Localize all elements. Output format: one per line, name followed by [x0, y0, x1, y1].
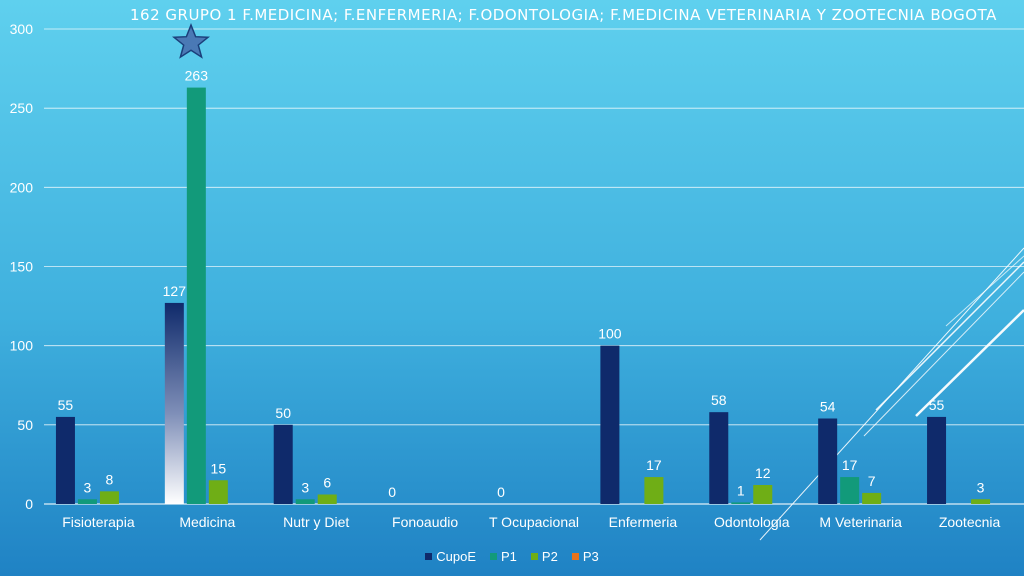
bar-p1-6	[731, 502, 751, 504]
data-label: 3	[977, 479, 985, 495]
bar-p2-6	[753, 485, 773, 504]
legend-label: P3	[582, 549, 599, 564]
legend-label: P1	[501, 549, 517, 564]
x-tick-label: Nutr y Diet	[283, 514, 349, 530]
y-tick-label: 200	[10, 179, 34, 195]
data-label: 58	[711, 392, 727, 408]
data-label: 1	[737, 482, 745, 498]
data-label: 50	[275, 405, 291, 421]
y-tick-label: 300	[10, 21, 34, 37]
data-label: 263	[185, 68, 209, 84]
data-label: 17	[842, 457, 858, 473]
bar-cupoe-5	[600, 345, 620, 504]
legend-label: CupoE	[436, 549, 477, 564]
bar-p2-1	[208, 480, 228, 504]
bar-cupoe-1	[164, 302, 184, 504]
legend-item-cupoe: CupoE	[425, 549, 476, 564]
legend-swatch	[530, 553, 538, 560]
bar-p2-7	[862, 492, 882, 504]
x-tick-label: Fonoaudio	[392, 514, 458, 530]
data-label: 15	[211, 460, 227, 476]
data-label: 100	[598, 326, 622, 342]
y-tick-label: 50	[17, 417, 33, 433]
data-label: 127	[163, 283, 187, 299]
data-label: 0	[497, 484, 505, 500]
decorative-lines	[759, 247, 1024, 541]
data-label: 55	[58, 397, 74, 413]
bar-cupoe-8	[927, 416, 947, 504]
y-tick-label: 250	[10, 100, 34, 116]
bar-p2-2	[317, 494, 337, 504]
legend-item-p2: P2	[530, 549, 558, 564]
legend-swatch	[425, 553, 433, 560]
bar-p1-7	[840, 477, 860, 504]
data-label: 54	[820, 399, 836, 415]
y-tick-label: 150	[10, 259, 34, 275]
bar-cupoe-2	[273, 424, 293, 504]
data-label: 12	[755, 465, 771, 481]
bar-p1-2	[295, 499, 315, 504]
x-tick-label: Enfermeria	[609, 514, 678, 530]
bar-cupoe-6	[709, 412, 729, 504]
data-label: 7	[868, 473, 876, 489]
data-label: 8	[106, 471, 114, 487]
x-tick-label: Medicina	[179, 514, 235, 530]
x-tick-label: T Ocupacional	[489, 514, 579, 530]
data-label: 0	[388, 484, 396, 500]
bar-p2-5	[644, 477, 664, 504]
data-label: 55	[929, 397, 945, 413]
bar-p2-8	[971, 499, 991, 504]
data-label: 3	[84, 479, 92, 495]
bar-p1-0	[77, 499, 97, 504]
chart-legend: CupoE P1 P2 P3	[0, 549, 1024, 564]
legend-item-p3: P3	[571, 549, 599, 564]
data-label: 3	[301, 479, 309, 495]
data-label: 17	[646, 457, 662, 473]
x-tick-label: Fisioterapia	[62, 514, 135, 530]
x-tick-label: Odontologia	[714, 514, 790, 530]
x-tick-label: Zootecnia	[939, 514, 1001, 530]
legend-label: P2	[541, 549, 558, 564]
legend-swatch	[490, 553, 498, 560]
y-tick-label: 0	[25, 496, 33, 512]
y-tick-label: 100	[10, 338, 34, 354]
legend-item-p1: P1	[490, 549, 517, 564]
x-tick-label: M Veterinaria	[819, 514, 902, 530]
chart-title: 162 GRUPO 1 F.MEDICINA; F.ENFERMERIA; F.…	[130, 6, 997, 24]
bar-cupoe-0	[55, 416, 75, 504]
bar-cupoe-7	[818, 418, 838, 504]
bar-p1-1	[186, 87, 206, 504]
data-label: 6	[323, 475, 331, 491]
star-icon	[171, 22, 211, 59]
bar-p2-0	[99, 491, 119, 504]
legend-swatch	[571, 553, 579, 560]
